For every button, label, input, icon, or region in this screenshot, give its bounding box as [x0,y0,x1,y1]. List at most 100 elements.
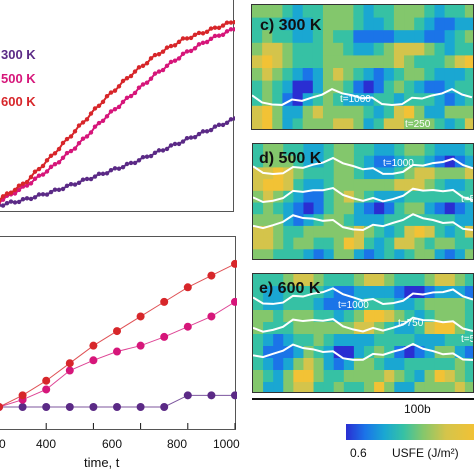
heatmap-c-svg-cell-16-0 [414,5,425,19]
heatmap-c-svg-cell-3-3 [282,42,294,56]
series-point-1-47 [184,49,190,54]
series-point-1-39 [152,71,158,76]
heatmap-e-svg-cell-1-9 [263,382,274,392]
series-point-0-32 [124,161,130,167]
heatmap-d-svg-cell-21-7 [464,225,473,239]
heatmap-d-svg-cell-20-3 [454,179,466,192]
heatmap-e-svg-cell-12-9 [374,382,385,392]
panel-c-label: c) 300 K [260,17,322,34]
heatmap-d-svg-cell-1-4 [263,190,274,203]
heatmap-d-svg-cell-11-2 [364,167,375,180]
heatmap-d-svg-cell-21-8 [464,237,473,250]
heatmap-e-svg-cell-16-5 [414,334,426,347]
heatmap-c-svg-cell-5-5 [302,68,314,82]
heatmap-d-svg-cell-5-6 [303,214,315,227]
heatmap-c-svg-cell-20-3 [454,42,466,56]
series-point-2-4 [12,187,18,193]
heatmap-c-svg-cell-7-8 [322,105,334,119]
series-point-1-20 [76,141,82,146]
heatmap-d-svg-cell-20-0 [454,144,466,157]
heatmap-d-svg-cell-19-5 [444,202,456,215]
series-point-2-16 [60,140,66,146]
heatmap-c-svg-cell-2-4 [272,55,283,69]
heatmap-e-svg-cell-7-2 [323,298,335,311]
heatmap-c-svg-cell-18-7 [434,93,446,107]
heatmap-d-svg-cell-4-5 [293,202,304,215]
heatmap-e-svg-cell-12-1 [374,286,385,299]
heatmap-d-svg-cell-13-8 [384,237,395,250]
heatmap-e-svg-cell-12-5 [374,334,385,347]
heatmap-e-svg-cell-20-1 [454,286,466,299]
heatmap-c-svg-cell-10-5 [353,68,364,82]
heatmap-e-svg-cell-21-8 [464,370,473,383]
heatmap-c-svg-cell-8-3 [333,42,344,56]
series-point-2-19 [72,129,78,134]
heatmap-e-svg-cell-20-9 [454,382,466,392]
heatmap-c-svg-cell-9-4 [343,55,354,69]
heatmap-c-svg-cell-19-2 [444,30,456,44]
heatmap-d-svg-cell-0-4 [253,190,264,203]
heatmap-e-svg-cell-6-0 [313,274,325,287]
heatmap-d-svg-cell-0-2 [253,167,264,180]
heatmap-e-svg-cell-1-0 [263,274,274,287]
heatmap-d-svg-cell-14-9 [394,249,405,259]
heatmap-d-svg-cell-21-6 [464,214,473,227]
series-point-0-4 [12,200,18,205]
heatmap-d-svg-cell-4-0 [293,144,304,157]
heatmap-c-svg-cell-16-8 [414,105,425,119]
heatmap-d-svg-cell-11-7 [364,225,375,239]
heatmap-d-svg-cell-10-7 [353,225,365,239]
heatmap-d-svg-cell-2-1 [273,155,284,168]
heatmap-c-svg-cell-17-9 [424,118,435,129]
heatmap-c-svg-cell-12-0 [373,5,385,19]
heatmap-d-svg-cell-18-3 [434,179,446,192]
heatmap-d-svg-cell-7-9 [323,249,335,259]
heatmap-c-svg-cell-20-4 [454,55,466,69]
heatmap-d-svg-cell-10-1 [353,155,365,168]
series-point-0-27 [104,171,110,176]
heatmap-c-svg-cell-14-0 [393,5,405,19]
series-point-2-15 [56,146,62,152]
heatmap-c-svg-cell-6-8 [312,105,324,119]
heatmap-c-svg-cell-13-0 [383,5,395,19]
heatmap-d-svg-cell-19-8 [444,237,456,250]
heatmap-d-svg-cell-11-8 [364,237,375,250]
series-point-2-38 [148,56,154,61]
heatmap-d-svg-cell-0-8 [253,237,264,250]
heatmap-d-svg-cell-9-3 [343,179,355,192]
heatmap-e-svg-cell-7-4 [323,322,335,335]
heatmap-e-svg-cell-3-4 [283,322,294,335]
series-point-0-26 [100,171,106,177]
series-point-1-17 [64,150,70,156]
series-point-1-23 [88,130,94,135]
heatmap-e-svg-cell-15-5 [404,334,415,347]
series-point-1-9 [32,176,38,181]
panel-b-frame [0,236,237,430]
heatmap-c-svg-cell-21-3 [464,42,473,56]
series-point-1-8 [28,181,34,186]
heatmap-c-svg-cell-13-9 [383,118,395,129]
heatmap-c-svg-cell-15-9 [404,118,415,129]
series-point-0-39 [152,150,158,155]
panel-c-time-2: t=250 [405,119,431,130]
heatmap-d-svg-cell-5-5 [303,202,315,215]
heatmap-e-svg-cell-12-8 [374,370,385,383]
series-point-2-8 [28,174,34,180]
series-point-0-15 [56,187,62,193]
heatmap-d-svg-cell-13-4 [384,190,395,203]
series-point-2-59 [232,19,235,25]
heatmap-d-svg-cell-12-3 [374,179,385,192]
heatmap-e-svg-cell-3-1 [283,286,294,299]
heatmap-e-svg-cell-11-6 [364,346,375,359]
heatmap-e-svg-cell-7-9 [323,382,335,392]
panel-d-time-1: t=1000 [383,158,414,169]
panel-e-label: e) 600 K [259,280,321,297]
heatmap-d-svg-cell-13-6 [384,214,395,227]
heatmap-e-svg-cell-4-4 [293,322,304,335]
heatmap-e-svg-trace-0 [253,287,473,306]
heatmap-e-svg-cell-19-2 [444,298,456,311]
series-point-0-53 [208,127,214,133]
series-point-0-16 [60,186,66,192]
series-point-2-20 [76,123,82,128]
series-point-0-10 [36,192,42,197]
